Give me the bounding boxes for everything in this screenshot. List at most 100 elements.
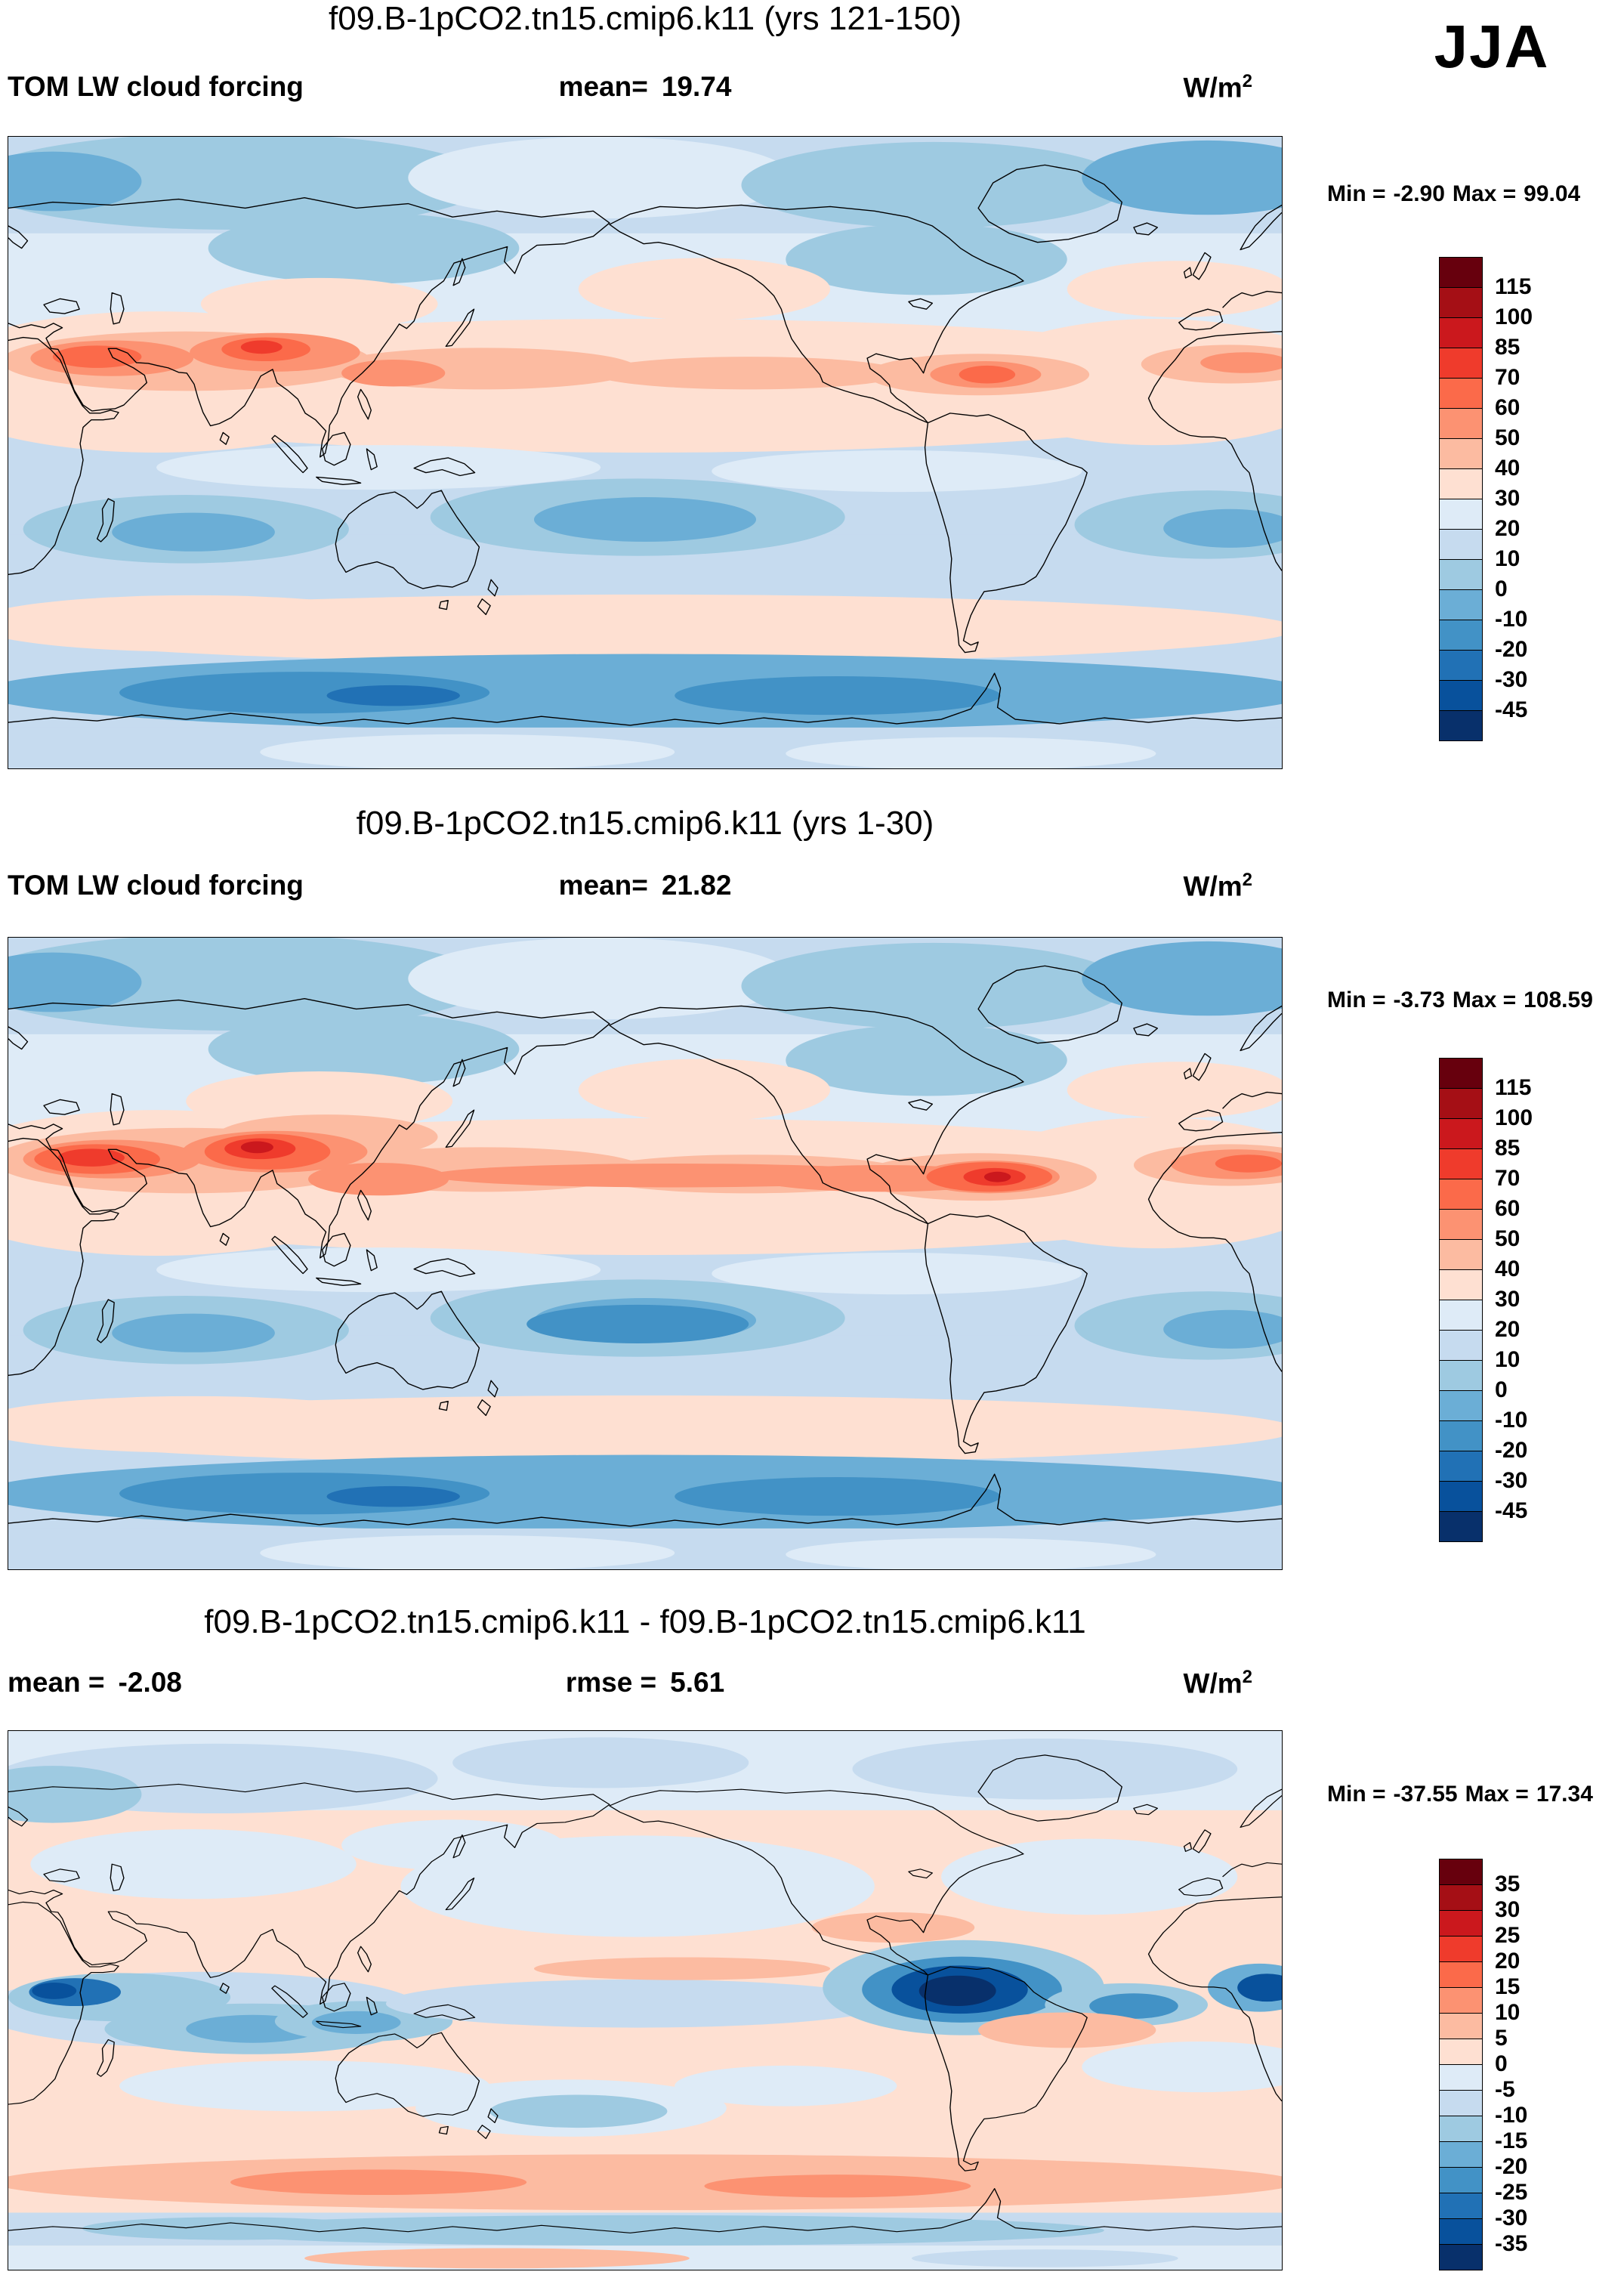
colorbar-tick-label: -10 (1495, 607, 1528, 632)
panel-title: f09.B-1pCO2.tn15.cmip6.k11 - f09.B-1pCO2… (204, 1603, 1086, 1640)
colorbar-box (1439, 2218, 1483, 2245)
rmse-value: 5.61 (670, 1667, 725, 1698)
colorbar-box (1439, 1987, 1483, 2014)
min-value: -3.73 (1393, 988, 1445, 1012)
colorbar-box (1439, 1179, 1483, 1210)
coastlines (8, 965, 1282, 1527)
colorbar-tick-label: -30 (1495, 667, 1528, 692)
colorbar-tick-label: -10 (1495, 2103, 1528, 2128)
mean-stat: mean= 19.74 (8, 71, 1283, 103)
colorbar-box (1439, 438, 1483, 469)
colorbar-case2: 115 100 85 70 60 50 40 30 20 10 0 -10 -20 -30 -45 (1439, 1058, 1624, 1547)
colorbar-box (1439, 529, 1483, 560)
colorbar-box (1439, 1390, 1483, 1421)
colorbar-box (1439, 1209, 1483, 1240)
colorbar-tick-label: 20 (1495, 1317, 1521, 1342)
mean-value: -2.08 (118, 1667, 182, 1698)
colorbar-tick-label: 30 (1495, 1897, 1521, 1922)
colorbar-tick-label: 20 (1495, 516, 1521, 541)
max-label: Max = (1452, 988, 1517, 1012)
map-case1 (8, 136, 1283, 769)
colorbar-box (1439, 1451, 1483, 1482)
contour-field (8, 938, 1282, 1569)
colorbar-box (1439, 378, 1483, 409)
variable-label: TOM LW cloud forcing (8, 71, 304, 102)
colorbar-tick-label: 0 (1495, 576, 1508, 601)
stats-row: TOM LW cloud forcing mean= 21.82 W/m2 (8, 870, 1283, 906)
colorbar-tick-label: 10 (1495, 1347, 1521, 1372)
mean-label: mean= (558, 870, 648, 901)
colorbar-tick-label: -5 (1495, 2077, 1515, 2102)
mean-value: 21.82 (661, 870, 732, 901)
colorbar-box (1439, 650, 1483, 681)
colorbar-box (1439, 468, 1483, 499)
colorbar-tick-label: 0 (1495, 2051, 1508, 2076)
minmax-line: Min = -37.55 Max = 17.34 (1327, 1782, 1624, 1807)
colorbar-box (1439, 499, 1483, 530)
colorbar-tick-label: 50 (1495, 425, 1521, 450)
colorbar-box (1439, 2141, 1483, 2168)
coastlines (8, 164, 1282, 726)
colorbar-tick-label: 70 (1495, 365, 1521, 390)
colorbar-box (1439, 2244, 1483, 2270)
mean-stat: mean = -2.08 (8, 1667, 182, 1699)
colorbar-tick-label: -20 (1495, 1438, 1528, 1463)
colorbar-tick-label: 60 (1495, 395, 1521, 420)
colorbar-tick-label: 40 (1495, 456, 1521, 481)
colorbar-tick-label: -20 (1495, 637, 1528, 662)
world-map-svg-case2 (8, 938, 1282, 1569)
min-value: -2.90 (1393, 181, 1445, 206)
panel-title: f09.B-1pCO2.tn15.cmip6.k11 (yrs 1-30) (356, 805, 934, 842)
world-map-svg-difference (8, 1731, 1282, 2270)
colorbar-tick-label: -15 (1495, 2128, 1528, 2153)
colorbar-tick-label: 0 (1495, 1377, 1508, 1402)
units-label: W/m2 (1183, 870, 1252, 902)
colorbar-tick-label: 100 (1495, 304, 1533, 329)
colorbar-tick-label: 115 (1495, 274, 1532, 299)
max-label: Max = (1452, 181, 1517, 206)
colorbar-tick-label: -30 (1495, 2205, 1528, 2230)
colorbar-case1: 115 100 85 70 60 50 40 30 20 10 0 -10 -20 -30 -45 (1439, 257, 1624, 746)
colorbar-tick-label: -30 (1495, 1468, 1528, 1493)
colorbar-difference: 35 30 25 20 15 10 5 0 -5 -10 -15 -20 -25 -30 -35 (1439, 1859, 1624, 2275)
colorbar-box (1439, 680, 1483, 711)
colorbar-tick-label: 115 (1495, 1075, 1532, 1100)
colorbar-box (1439, 1910, 1483, 1937)
colorbar-tick-label: -10 (1495, 1408, 1528, 1433)
variable-label: TOM LW cloud forcing (8, 870, 304, 901)
colorbar-tick-label: -25 (1495, 2180, 1528, 2205)
colorbar-box (1439, 2064, 1483, 2091)
colorbar-box (1439, 2013, 1483, 2039)
colorbar-tick-label: -45 (1495, 697, 1528, 722)
max-value: 99.04 (1524, 181, 1581, 206)
colorbar-tick-label: 10 (1495, 546, 1521, 571)
panel-difference: f09.B-1pCO2.tn15.cmip6.k11 - f09.B-1pCO2… (0, 1596, 1624, 2275)
map-difference (8, 1730, 1283, 2270)
colorbar-tick-label: 20 (1495, 1949, 1521, 1974)
colorbar-tick-label: 5 (1495, 2026, 1508, 2051)
max-label: Max = (1465, 1782, 1529, 1807)
colorbar-box (1439, 1936, 1483, 1962)
colorbar-box (1439, 1481, 1483, 1512)
colorbar-tick-label: 35 (1495, 1872, 1521, 1896)
panel-title: f09.B-1pCO2.tn15.cmip6.k11 (yrs 121-150) (328, 0, 962, 37)
map-case2 (8, 937, 1283, 1570)
colorbar-box (1439, 2116, 1483, 2142)
panel-case1: f09.B-1pCO2.tn15.cmip6.k11 (yrs 121-150)… (0, 0, 1624, 797)
colorbar-box (1439, 620, 1483, 651)
mean-stat: mean= 21.82 (8, 870, 1283, 901)
colorbar-tick-label: 100 (1495, 1105, 1533, 1130)
colorbar-tick-label: 85 (1495, 335, 1521, 360)
colorbar-tick-label: -45 (1495, 1498, 1528, 1523)
colorbar-box (1439, 1269, 1483, 1300)
colorbar-box (1439, 2090, 1483, 2116)
colorbar-tick-label: 85 (1495, 1136, 1521, 1161)
mean-value: 19.74 (661, 71, 732, 102)
colorbar-box (1439, 2193, 1483, 2219)
colorbar-box (1439, 1961, 1483, 1988)
world-map-svg-case1 (8, 137, 1282, 768)
colorbar-box (1439, 348, 1483, 379)
colorbar-box (1439, 589, 1483, 620)
panel-case2: f09.B-1pCO2.tn15.cmip6.k11 (yrs 1-30) TO… (0, 797, 1624, 1596)
